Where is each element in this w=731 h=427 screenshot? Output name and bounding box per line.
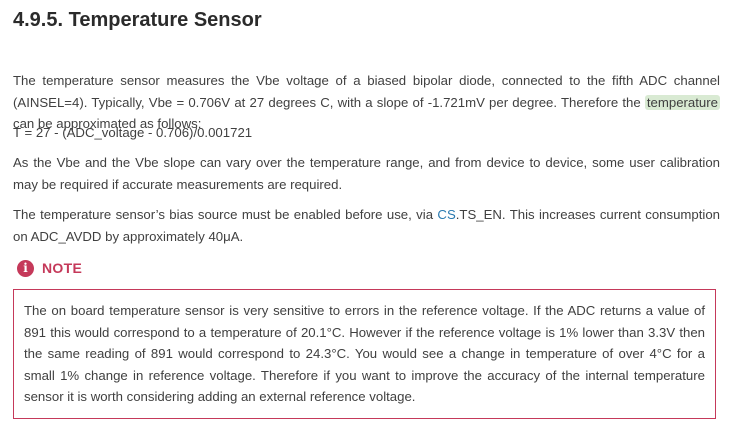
section-title: 4.9.5. Temperature Sensor xyxy=(13,9,262,31)
intro-text-end: can be approximated as follows: xyxy=(13,116,202,131)
note-text: The on board temperature sensor is very … xyxy=(24,303,705,404)
highlighted-term[interactable]: temperature xyxy=(644,94,720,110)
note-label: NOTE xyxy=(42,260,83,276)
bias-text-end: .TS_EN. This increases current consumpti… xyxy=(13,207,721,244)
bias-paragraph: The temperature sensor’s bias source mus… xyxy=(13,204,720,247)
formula-paragraph: T = 27 - (ADC_voltage - 0.706)/0.001721 xyxy=(13,125,253,140)
intro-paragraph: The temperature sensor measures the Vbe … xyxy=(13,70,720,135)
cs-register-link[interactable]: CS xyxy=(437,207,456,222)
note-box: The on board temperature sensor is very … xyxy=(13,289,716,419)
calibration-paragraph: As the Vbe and the Vbe slope can vary ov… xyxy=(13,155,720,192)
intro-text: The temperature sensor measures the Vbe … xyxy=(13,73,720,110)
bias-text: The temperature sensor’s bias source mus… xyxy=(13,207,438,222)
info-icon: i xyxy=(17,259,34,277)
note-header: i NOTE xyxy=(17,257,82,279)
